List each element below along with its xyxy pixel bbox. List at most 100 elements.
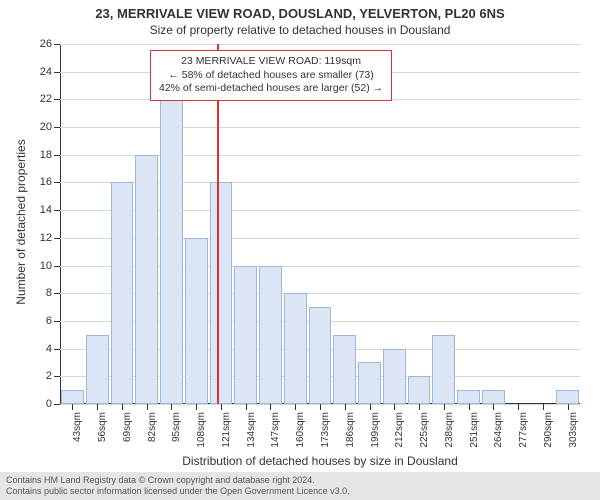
y-tick xyxy=(54,404,60,405)
histogram-bar xyxy=(259,266,282,404)
y-tick-label: 24 xyxy=(26,66,52,78)
x-tick-label: 303sqm xyxy=(568,412,579,452)
x-tick-label: 251sqm xyxy=(469,412,480,452)
info-line-1: 23 MERRIVALE VIEW ROAD: 119sqm xyxy=(159,55,383,69)
y-tick xyxy=(54,349,60,350)
x-tick xyxy=(394,404,395,410)
y-tick-label: 18 xyxy=(26,149,52,161)
y-tick-label: 26 xyxy=(26,38,52,50)
x-tick-label: 56sqm xyxy=(97,412,108,452)
x-tick xyxy=(72,404,73,410)
y-tick-label: 16 xyxy=(26,176,52,188)
y-tick xyxy=(54,127,60,128)
x-tick-label: 264sqm xyxy=(493,412,504,452)
x-tick-label: 199sqm xyxy=(370,412,381,452)
histogram-bar xyxy=(111,182,134,404)
footer: Contains HM Land Registry data © Crown c… xyxy=(0,472,600,500)
x-tick-label: 43sqm xyxy=(72,412,83,452)
x-tick xyxy=(543,404,544,410)
x-tick-label: 82sqm xyxy=(147,412,158,452)
y-tick-label: 14 xyxy=(26,204,52,216)
histogram-bar xyxy=(309,307,332,404)
x-tick-label: 69sqm xyxy=(122,412,133,452)
footer-line-1: Contains HM Land Registry data © Crown c… xyxy=(6,475,594,486)
y-tick xyxy=(54,72,60,73)
chart-subtitle: Size of property relative to detached ho… xyxy=(0,21,600,37)
x-tick xyxy=(221,404,222,410)
grid-line xyxy=(60,44,580,45)
y-tick-label: 20 xyxy=(26,121,52,133)
y-tick-label: 0 xyxy=(26,398,52,410)
x-tick-label: 147sqm xyxy=(270,412,281,452)
y-tick-label: 6 xyxy=(26,315,52,327)
histogram-bar xyxy=(358,362,381,404)
info-line-2: ← 58% of detached houses are smaller (73… xyxy=(159,69,383,83)
x-tick xyxy=(320,404,321,410)
x-tick-label: 134sqm xyxy=(246,412,257,452)
x-tick xyxy=(270,404,271,410)
histogram-bar xyxy=(284,293,307,404)
x-tick xyxy=(469,404,470,410)
x-tick xyxy=(122,404,123,410)
x-tick xyxy=(518,404,519,410)
x-tick xyxy=(568,404,569,410)
x-tick-label: 95sqm xyxy=(171,412,182,452)
histogram-bar xyxy=(185,238,208,404)
y-tick-label: 4 xyxy=(26,343,52,355)
x-tick xyxy=(419,404,420,410)
x-tick-label: 108sqm xyxy=(196,412,207,452)
x-tick xyxy=(97,404,98,410)
y-tick-label: 10 xyxy=(26,260,52,272)
y-tick xyxy=(54,293,60,294)
x-tick xyxy=(345,404,346,410)
y-tick-label: 22 xyxy=(26,93,52,105)
chart-title: 23, MERRIVALE VIEW ROAD, DOUSLAND, YELVE… xyxy=(0,0,600,21)
footer-line-2: Contains public sector information licen… xyxy=(6,486,594,497)
x-tick-label: 186sqm xyxy=(345,412,356,452)
x-tick-label: 173sqm xyxy=(320,412,331,452)
y-axis-title: Number of detached properties xyxy=(14,139,28,304)
chart-container: 23, MERRIVALE VIEW ROAD, DOUSLAND, YELVE… xyxy=(0,0,600,500)
x-tick-label: 160sqm xyxy=(295,412,306,452)
histogram-bar xyxy=(432,335,455,404)
y-tick xyxy=(54,155,60,156)
y-tick xyxy=(54,44,60,45)
y-tick-label: 8 xyxy=(26,287,52,299)
y-tick xyxy=(54,321,60,322)
histogram-bar xyxy=(234,266,257,404)
info-box: 23 MERRIVALE VIEW ROAD: 119sqm← 58% of d… xyxy=(150,50,392,101)
x-tick xyxy=(444,404,445,410)
x-tick xyxy=(295,404,296,410)
x-tick-label: 238sqm xyxy=(444,412,455,452)
x-tick xyxy=(171,404,172,410)
histogram-bar xyxy=(135,155,158,404)
x-tick-label: 290sqm xyxy=(543,412,554,452)
histogram-bar xyxy=(61,390,84,404)
x-tick-label: 225sqm xyxy=(419,412,430,452)
grid-line xyxy=(60,127,580,128)
y-tick xyxy=(54,99,60,100)
x-tick-label: 121sqm xyxy=(221,412,232,452)
x-tick-label: 277sqm xyxy=(518,412,529,452)
x-tick xyxy=(493,404,494,410)
histogram-bar xyxy=(86,335,109,404)
x-tick-label: 212sqm xyxy=(394,412,405,452)
histogram-bar xyxy=(556,390,579,404)
histogram-bar xyxy=(383,349,406,404)
y-axis-line xyxy=(60,44,61,404)
histogram-bar xyxy=(210,182,233,404)
y-tick-label: 2 xyxy=(26,370,52,382)
histogram-bar xyxy=(408,376,431,404)
plot-area: 0246810121416182022242643sqm56sqm69sqm82… xyxy=(60,44,580,404)
y-tick xyxy=(54,182,60,183)
y-tick-label: 12 xyxy=(26,232,52,244)
y-tick xyxy=(54,266,60,267)
x-tick xyxy=(147,404,148,410)
histogram-bar xyxy=(160,99,183,404)
y-tick xyxy=(54,210,60,211)
x-tick xyxy=(196,404,197,410)
x-tick xyxy=(246,404,247,410)
y-tick xyxy=(54,376,60,377)
info-line-3: 42% of semi-detached houses are larger (… xyxy=(159,82,383,96)
histogram-bar xyxy=(482,390,505,404)
